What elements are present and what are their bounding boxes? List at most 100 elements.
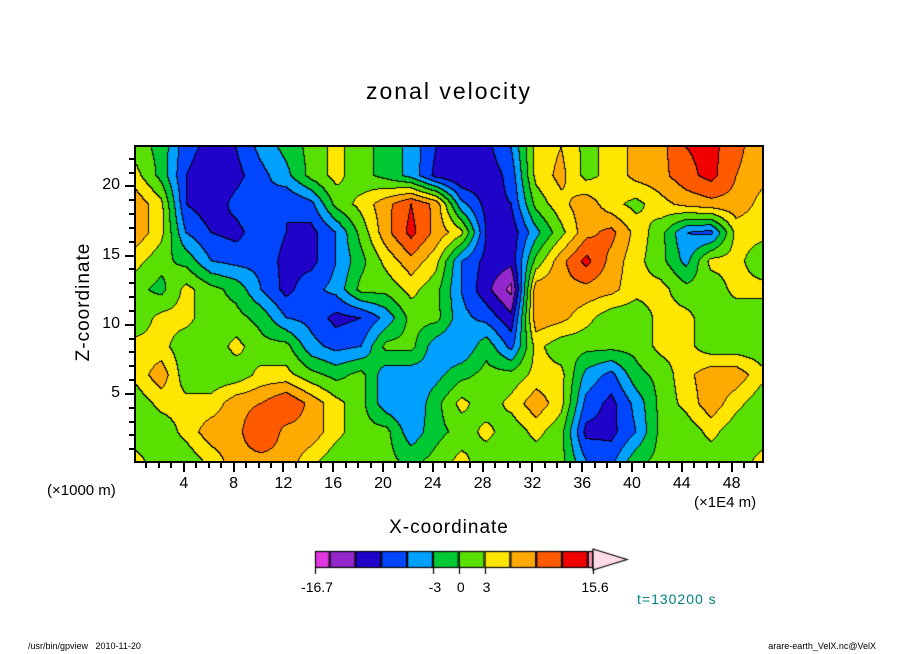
x-tick-label: 44 [672, 475, 691, 492]
z-minor-tick [129, 268, 134, 271]
x-minor-tick [606, 463, 609, 468]
x-major-tick [680, 463, 683, 472]
z-minor-tick [129, 226, 134, 229]
colorbar-tick-label: 0 [456, 579, 465, 595]
plot-frame [134, 145, 764, 463]
z-minor-tick [129, 337, 134, 340]
x-minor-tick [394, 463, 397, 468]
x-minor-tick [718, 463, 721, 468]
z-minor-tick [129, 420, 134, 423]
x-major-tick [531, 463, 534, 472]
z-axis-ticks: 5 10 15 20 [102, 145, 134, 463]
x-major-tick [282, 463, 285, 472]
x-minor-tick [307, 463, 310, 468]
x-minor-tick [568, 463, 571, 468]
x-tick-label: 28 [473, 475, 492, 492]
x-major-tick [232, 463, 235, 472]
x-minor-tick [207, 463, 210, 468]
z-minor-tick [129, 199, 134, 202]
x-minor-tick [556, 463, 559, 468]
x-tick-label: 24 [423, 475, 442, 492]
z-minor-tick [129, 406, 134, 409]
x-major-tick [631, 463, 634, 472]
x-minor-tick [693, 463, 696, 468]
x-minor-tick [618, 463, 621, 468]
z-major-tick [125, 392, 134, 395]
x-minor-tick [444, 463, 447, 468]
z-minor-tick [129, 365, 134, 368]
x-tick-label: 20 [374, 475, 392, 492]
x-major-tick [730, 463, 733, 472]
x-minor-tick [170, 463, 173, 468]
x-minor-tick [518, 463, 521, 468]
z-major-tick [125, 254, 134, 257]
x-minor-tick [195, 463, 198, 468]
x-tick-label: 40 [623, 475, 641, 492]
x-tick-label: 36 [573, 475, 592, 492]
footer-right: arare-earth_VelX.nc@VelX [768, 641, 876, 651]
colorbar-tick-label: 3 [482, 579, 491, 595]
colorbar-tick-label: -16.7 [301, 579, 333, 595]
z-tick-label: 15 [102, 245, 120, 263]
x-minor-tick [655, 463, 658, 468]
x-tick-label: 8 [229, 475, 239, 492]
z-minor-tick [129, 434, 134, 437]
z-minor-tick [129, 309, 134, 312]
x-minor-tick [245, 463, 248, 468]
contour-canvas [136, 147, 762, 461]
x-minor-tick [357, 463, 360, 468]
x-major-tick [431, 463, 434, 472]
x-major-tick [382, 463, 384, 472]
z-tick-label: 20 [102, 176, 120, 194]
z-minor-tick [129, 240, 134, 243]
x-minor-tick [369, 463, 372, 468]
x-minor-tick [294, 463, 297, 468]
x-minor-tick [743, 463, 746, 468]
x-major-tick [481, 463, 484, 472]
time-label: t=130200 s [637, 591, 717, 607]
x-minor-tick [469, 463, 472, 468]
x-minor-tick [593, 463, 596, 468]
z-minor-tick [129, 379, 134, 382]
x-axis-label: X-coordinate [389, 517, 509, 538]
z-unit-label: (×1000 m) [47, 482, 116, 499]
x-minor-tick [406, 463, 409, 468]
x-minor-tick [344, 463, 347, 468]
x-tick-label: 32 [523, 475, 542, 492]
x-minor-tick [643, 463, 646, 468]
x-minor-tick [456, 463, 459, 468]
x-minor-tick [220, 463, 223, 468]
z-major-tick [125, 323, 134, 326]
z-tick-label: 5 [111, 383, 120, 401]
z-minor-tick [129, 351, 134, 354]
colorbar-canvas [313, 548, 635, 578]
figure-title: zonal velocity [365, 78, 533, 104]
x-axis-ticks: 4 8 12 16 20 24 28 32 36 40 44 48 [134, 463, 764, 503]
x-minor-tick [145, 463, 148, 468]
z-axis-label: Z-coordinate [73, 242, 94, 362]
x-major-tick [581, 463, 584, 472]
x-minor-tick [319, 463, 322, 468]
z-minor-tick [129, 213, 134, 216]
colorbar-labels: -16.7 -3 0 3 15.6 [301, 579, 645, 595]
x-minor-tick [257, 463, 260, 468]
x-unit-label: (×1E4 m) [694, 494, 757, 511]
x-minor-tick [755, 463, 758, 468]
colorbar-tick-label: 15.6 [581, 579, 609, 595]
x-tick-label: 4 [179, 475, 189, 492]
z-minor-tick [129, 157, 134, 160]
x-tick-label: 16 [324, 475, 343, 492]
x-tick-label: 12 [274, 475, 293, 492]
x-minor-tick [494, 463, 497, 468]
x-minor-tick [419, 463, 422, 468]
x-minor-tick [269, 463, 272, 468]
z-tick-label: 10 [102, 314, 120, 332]
z-minor-tick [129, 448, 134, 451]
z-major-tick [125, 185, 134, 188]
z-minor-tick [129, 171, 134, 174]
x-major-tick [182, 463, 185, 472]
x-minor-tick [157, 463, 160, 468]
x-major-tick [332, 463, 335, 472]
x-minor-tick [506, 463, 509, 468]
